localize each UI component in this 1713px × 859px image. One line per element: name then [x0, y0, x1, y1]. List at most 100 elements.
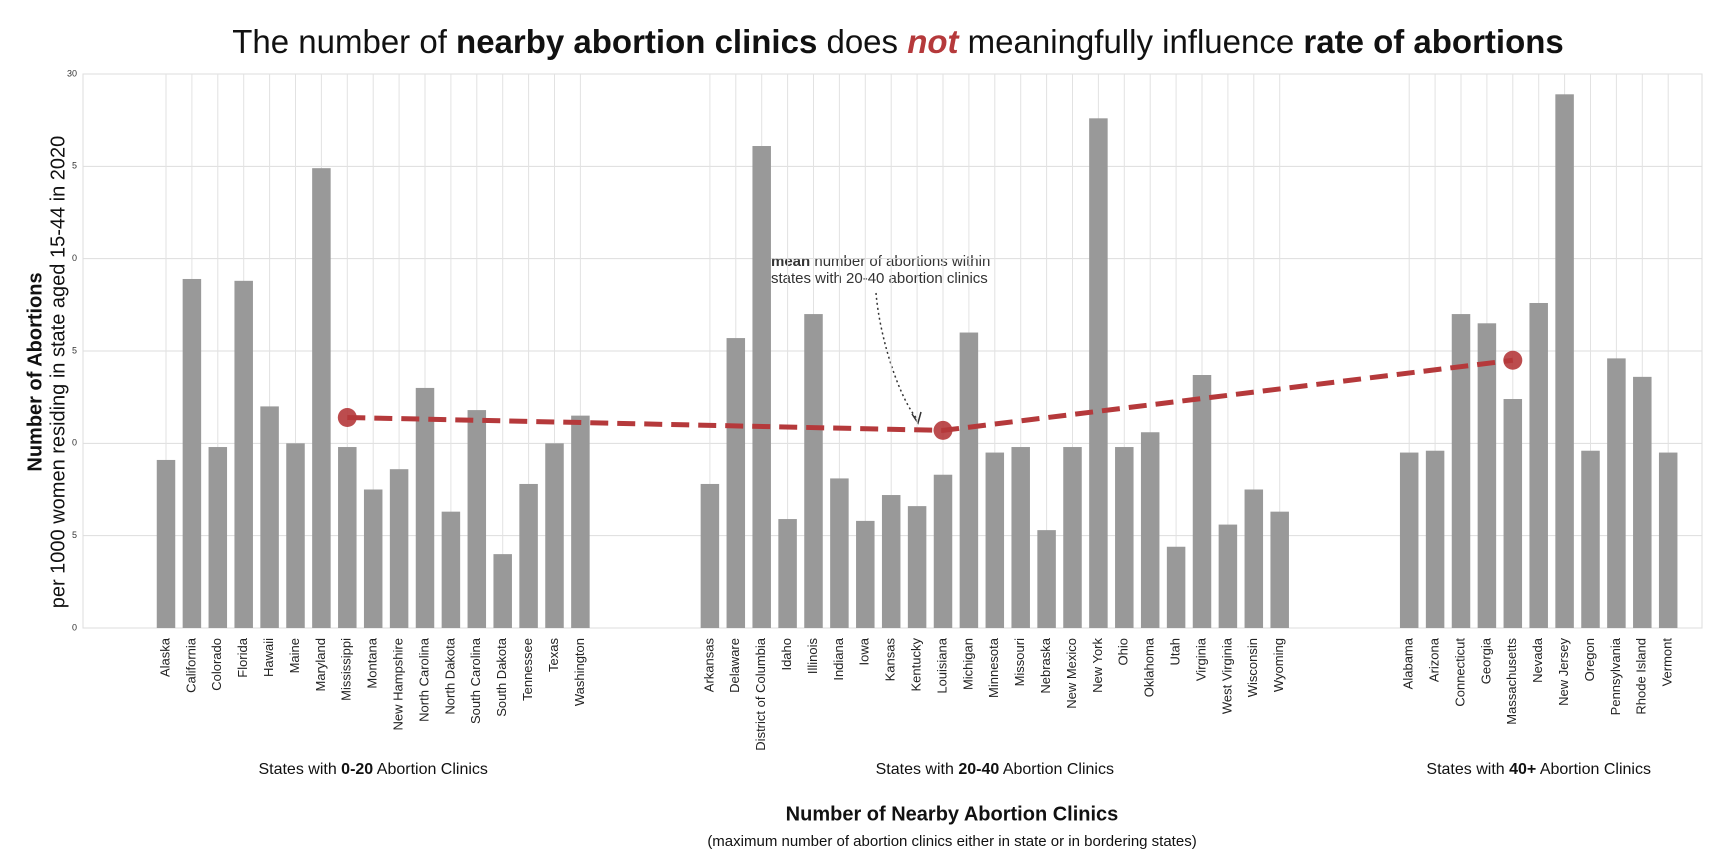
x-tick-label: Utah: [1168, 638, 1183, 665]
annotation-part: mean: [771, 253, 810, 270]
x-tick-label: Oregon: [1582, 638, 1597, 681]
x-tick-label: Texas: [546, 638, 561, 672]
bar: [389, 469, 409, 628]
bar: [1166, 546, 1186, 628]
x-tick-label: Ohio: [1116, 638, 1131, 665]
bar: [1089, 118, 1108, 628]
annotation-arrow: [875, 292, 919, 421]
bar: [260, 406, 279, 628]
x-tick-label: North Dakota: [442, 637, 457, 714]
bar: [1633, 376, 1652, 628]
x-tick-label: Massachusetts: [1504, 638, 1519, 725]
bar: [830, 478, 849, 628]
bar: [778, 519, 797, 628]
annotation: states with 20-40 abortion clinics: [771, 270, 988, 287]
x-tick-label: New Hampshire: [391, 638, 406, 730]
bar: [415, 387, 435, 628]
x-tick-label: Iowa: [857, 637, 872, 665]
group-label-part: 20-40: [958, 761, 999, 778]
group-label: States with 0-20 Abortion Clinics: [258, 761, 487, 778]
bar: [363, 489, 383, 628]
x-tick-label: Wisconsin: [1245, 638, 1260, 697]
group-label-part: States with: [258, 761, 341, 778]
x-tick-label: Nevada: [1530, 637, 1545, 683]
x-tick-label: Delaware: [727, 638, 742, 693]
x-tick-label: Montana: [365, 637, 380, 688]
y-tick-label: 30: [67, 68, 77, 78]
x-tick-label: New Mexico: [1064, 638, 1079, 709]
bar: [726, 338, 746, 628]
x-tick-label: Wyoming: [1271, 638, 1286, 692]
bar: [234, 280, 253, 628]
x-tick-label: North Carolina: [416, 637, 431, 722]
bar: [156, 459, 176, 628]
group-label: States with 20-40 Abortion Clinics: [876, 761, 1114, 778]
x-tick-label: New York: [1090, 638, 1105, 693]
x-tick-label: Connecticut: [1452, 638, 1467, 707]
bar: [804, 314, 823, 628]
bar: [571, 415, 590, 628]
bar: [1063, 447, 1082, 628]
x-tick-label: West Virginia: [1219, 637, 1234, 714]
x-tick-label: Oklahoma: [1142, 637, 1157, 697]
bar: [1607, 358, 1626, 628]
bar: [1140, 432, 1160, 628]
x-tick-label: Rhode Island: [1634, 638, 1649, 715]
bar: [286, 443, 305, 628]
bar: [1037, 530, 1056, 628]
bar: [1399, 452, 1419, 628]
x-tick-label: Washington: [572, 638, 587, 706]
x-tick-label: District of Columbia: [753, 637, 768, 750]
x-tick-label: Pennsylvania: [1608, 637, 1623, 715]
annotation-arrowhead: [911, 411, 922, 425]
bar: [1658, 452, 1678, 628]
bar: [1503, 399, 1523, 628]
bar: [1425, 450, 1445, 628]
y-axis-title: Number of Abortions: [24, 272, 46, 471]
x-tick-label: Kansas: [883, 638, 898, 682]
bar: [545, 443, 564, 628]
bar: [338, 447, 357, 628]
x-tick-label: Virginia: [1193, 637, 1208, 681]
x-tick-label: Indiana: [831, 637, 846, 680]
x-tick-label: Maryland: [313, 638, 328, 691]
bar: [933, 474, 953, 628]
bar: [907, 506, 927, 628]
x-tick-label: Kentucky: [909, 638, 924, 692]
x-tick-label: Louisiana: [934, 637, 949, 693]
x-tick-label: Alaska: [157, 637, 172, 677]
x-tick-label: New Jersey: [1556, 638, 1571, 706]
x-tick-label: Georgia: [1478, 637, 1493, 684]
group-label-part: 0-20: [341, 761, 373, 778]
y-tick-label: 0: [72, 622, 77, 632]
bar: [881, 495, 901, 628]
x-tick-label: Alabama: [1401, 637, 1416, 689]
x-tick-label: Nebraska: [1038, 637, 1053, 693]
group-label-part: Abortion Clinics: [999, 761, 1114, 778]
x-tick-label: Maine: [287, 638, 302, 673]
x-tick-label: Idaho: [779, 638, 794, 671]
group-label-part: Abortion Clinics: [373, 761, 488, 778]
y-tick-label: 5: [72, 530, 77, 540]
x-tick-label: Hawaii: [261, 638, 276, 677]
y-tick-label: 0: [72, 253, 77, 263]
bar: [1011, 447, 1030, 628]
x-tick-label: Vermont: [1660, 638, 1675, 687]
x-tick-label: California: [183, 637, 198, 693]
title-part: nearby abortion clinics: [456, 23, 817, 60]
bar: [985, 452, 1005, 628]
bar: [1270, 511, 1289, 628]
mean-line: [347, 357, 1514, 433]
bar: [1451, 314, 1471, 628]
group-label-part: 40+: [1509, 761, 1536, 778]
bar: [1192, 375, 1212, 628]
bar: [1477, 323, 1497, 628]
y-tick-label: 0: [72, 438, 77, 448]
x-tick-label: Missouri: [1012, 638, 1027, 687]
title-part: does: [817, 23, 907, 60]
x-tick-label: Colorado: [209, 638, 224, 691]
x-tick-label: Illinois: [805, 638, 820, 675]
bar: [208, 447, 228, 628]
title-part: meaningfully influence: [959, 23, 1304, 60]
